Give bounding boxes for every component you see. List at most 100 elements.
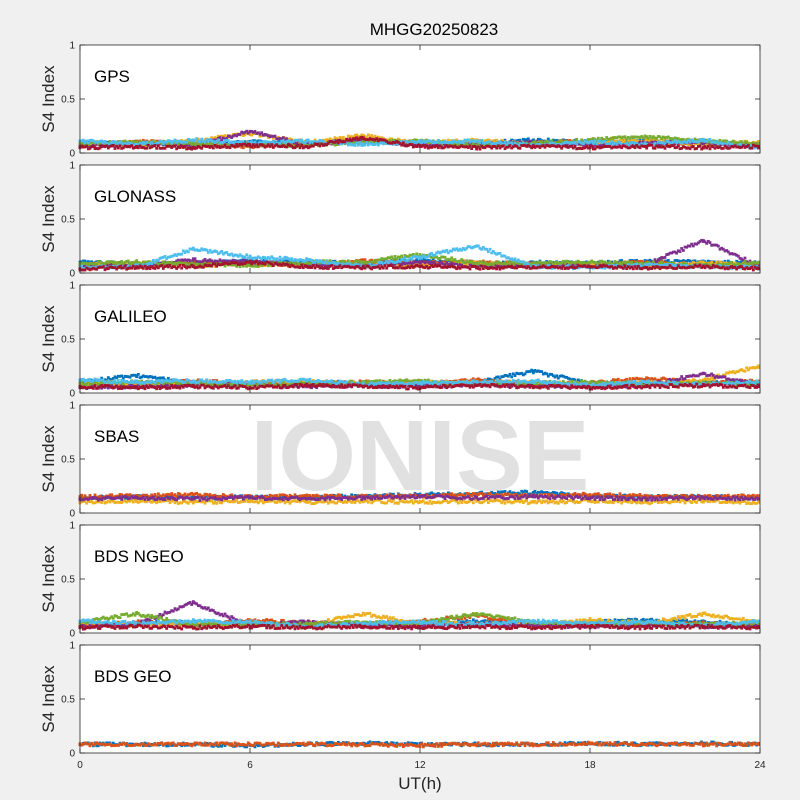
data-point <box>336 141 340 145</box>
data-point <box>555 143 559 146</box>
data-point <box>321 140 325 143</box>
data-point <box>338 139 342 142</box>
data-point <box>511 141 515 144</box>
data-point <box>450 139 454 142</box>
data-point <box>305 139 309 143</box>
data-point <box>688 138 692 142</box>
data-point <box>440 140 444 144</box>
data-point <box>663 139 667 143</box>
data-point <box>446 138 450 142</box>
data-point <box>186 137 190 141</box>
data-point <box>613 141 617 145</box>
data-point <box>150 139 154 143</box>
data-point <box>480 141 484 145</box>
data-point <box>508 140 512 144</box>
data-point <box>663 136 667 140</box>
data-point <box>205 138 209 142</box>
data-point <box>233 133 237 137</box>
data-point <box>471 142 475 146</box>
data-point <box>411 145 415 149</box>
data-point <box>318 144 322 148</box>
data-point <box>106 146 110 150</box>
data-point <box>255 132 259 135</box>
data-point <box>303 141 307 145</box>
data-point <box>221 259 225 263</box>
data-point <box>131 142 135 146</box>
data-point <box>346 143 350 147</box>
data-point <box>378 141 382 145</box>
data-point <box>191 143 195 147</box>
data-point <box>191 258 195 262</box>
data-point <box>335 143 339 147</box>
data-point <box>181 146 185 149</box>
data-point <box>670 144 674 147</box>
data-point <box>618 145 622 148</box>
data-point <box>168 139 172 143</box>
data-point <box>753 143 757 146</box>
data-point <box>463 138 467 142</box>
data-point <box>120 264 124 267</box>
data-point <box>426 258 430 262</box>
data-point <box>495 138 499 142</box>
data-point <box>658 141 662 144</box>
data-point <box>608 142 612 145</box>
data-point <box>603 140 607 143</box>
data-point <box>213 138 217 142</box>
data-point <box>408 264 412 268</box>
data-point <box>196 137 200 141</box>
data-point <box>130 144 134 148</box>
data-point <box>436 146 440 150</box>
data-point <box>290 138 294 141</box>
data-point <box>180 258 184 262</box>
data-point <box>588 140 592 144</box>
data-point <box>715 139 719 143</box>
data-point <box>383 259 387 263</box>
data-point <box>406 141 410 144</box>
data-point <box>568 142 572 146</box>
data-point <box>226 134 230 138</box>
data-point <box>176 145 180 149</box>
data-point <box>180 140 184 144</box>
data-point <box>551 144 555 148</box>
data-point <box>743 263 747 267</box>
data-point <box>143 140 147 144</box>
data-point <box>651 135 655 139</box>
data-point <box>616 140 620 144</box>
data-point <box>83 264 87 268</box>
data-point <box>726 259 730 263</box>
data-point <box>203 138 207 141</box>
data-point <box>323 264 327 268</box>
data-point <box>466 144 470 148</box>
data-point <box>726 140 730 144</box>
data-point <box>251 146 255 150</box>
data-point <box>411 263 415 267</box>
data-point <box>573 141 577 144</box>
data-point <box>266 136 270 139</box>
data-point <box>501 144 505 148</box>
data-point <box>351 137 355 141</box>
data-point <box>93 145 97 149</box>
data-point <box>570 141 574 145</box>
data-point <box>595 145 599 149</box>
data-point <box>450 141 454 145</box>
data-point <box>103 140 107 143</box>
data-point <box>465 145 469 149</box>
data-point <box>505 145 509 149</box>
data-point <box>476 142 480 146</box>
data-point <box>546 144 550 148</box>
data-point <box>326 142 330 145</box>
data-point <box>503 138 507 142</box>
data-point <box>291 140 295 143</box>
data-point <box>690 141 694 145</box>
data-point <box>525 145 529 148</box>
data-point <box>370 142 374 146</box>
data-point <box>221 136 225 140</box>
data-point <box>640 140 644 143</box>
data-point <box>278 139 282 143</box>
data-point <box>188 146 192 150</box>
data-point <box>145 143 149 146</box>
data-point <box>703 260 707 264</box>
data-point <box>138 140 142 144</box>
data-point <box>428 139 432 143</box>
data-point <box>286 143 290 147</box>
